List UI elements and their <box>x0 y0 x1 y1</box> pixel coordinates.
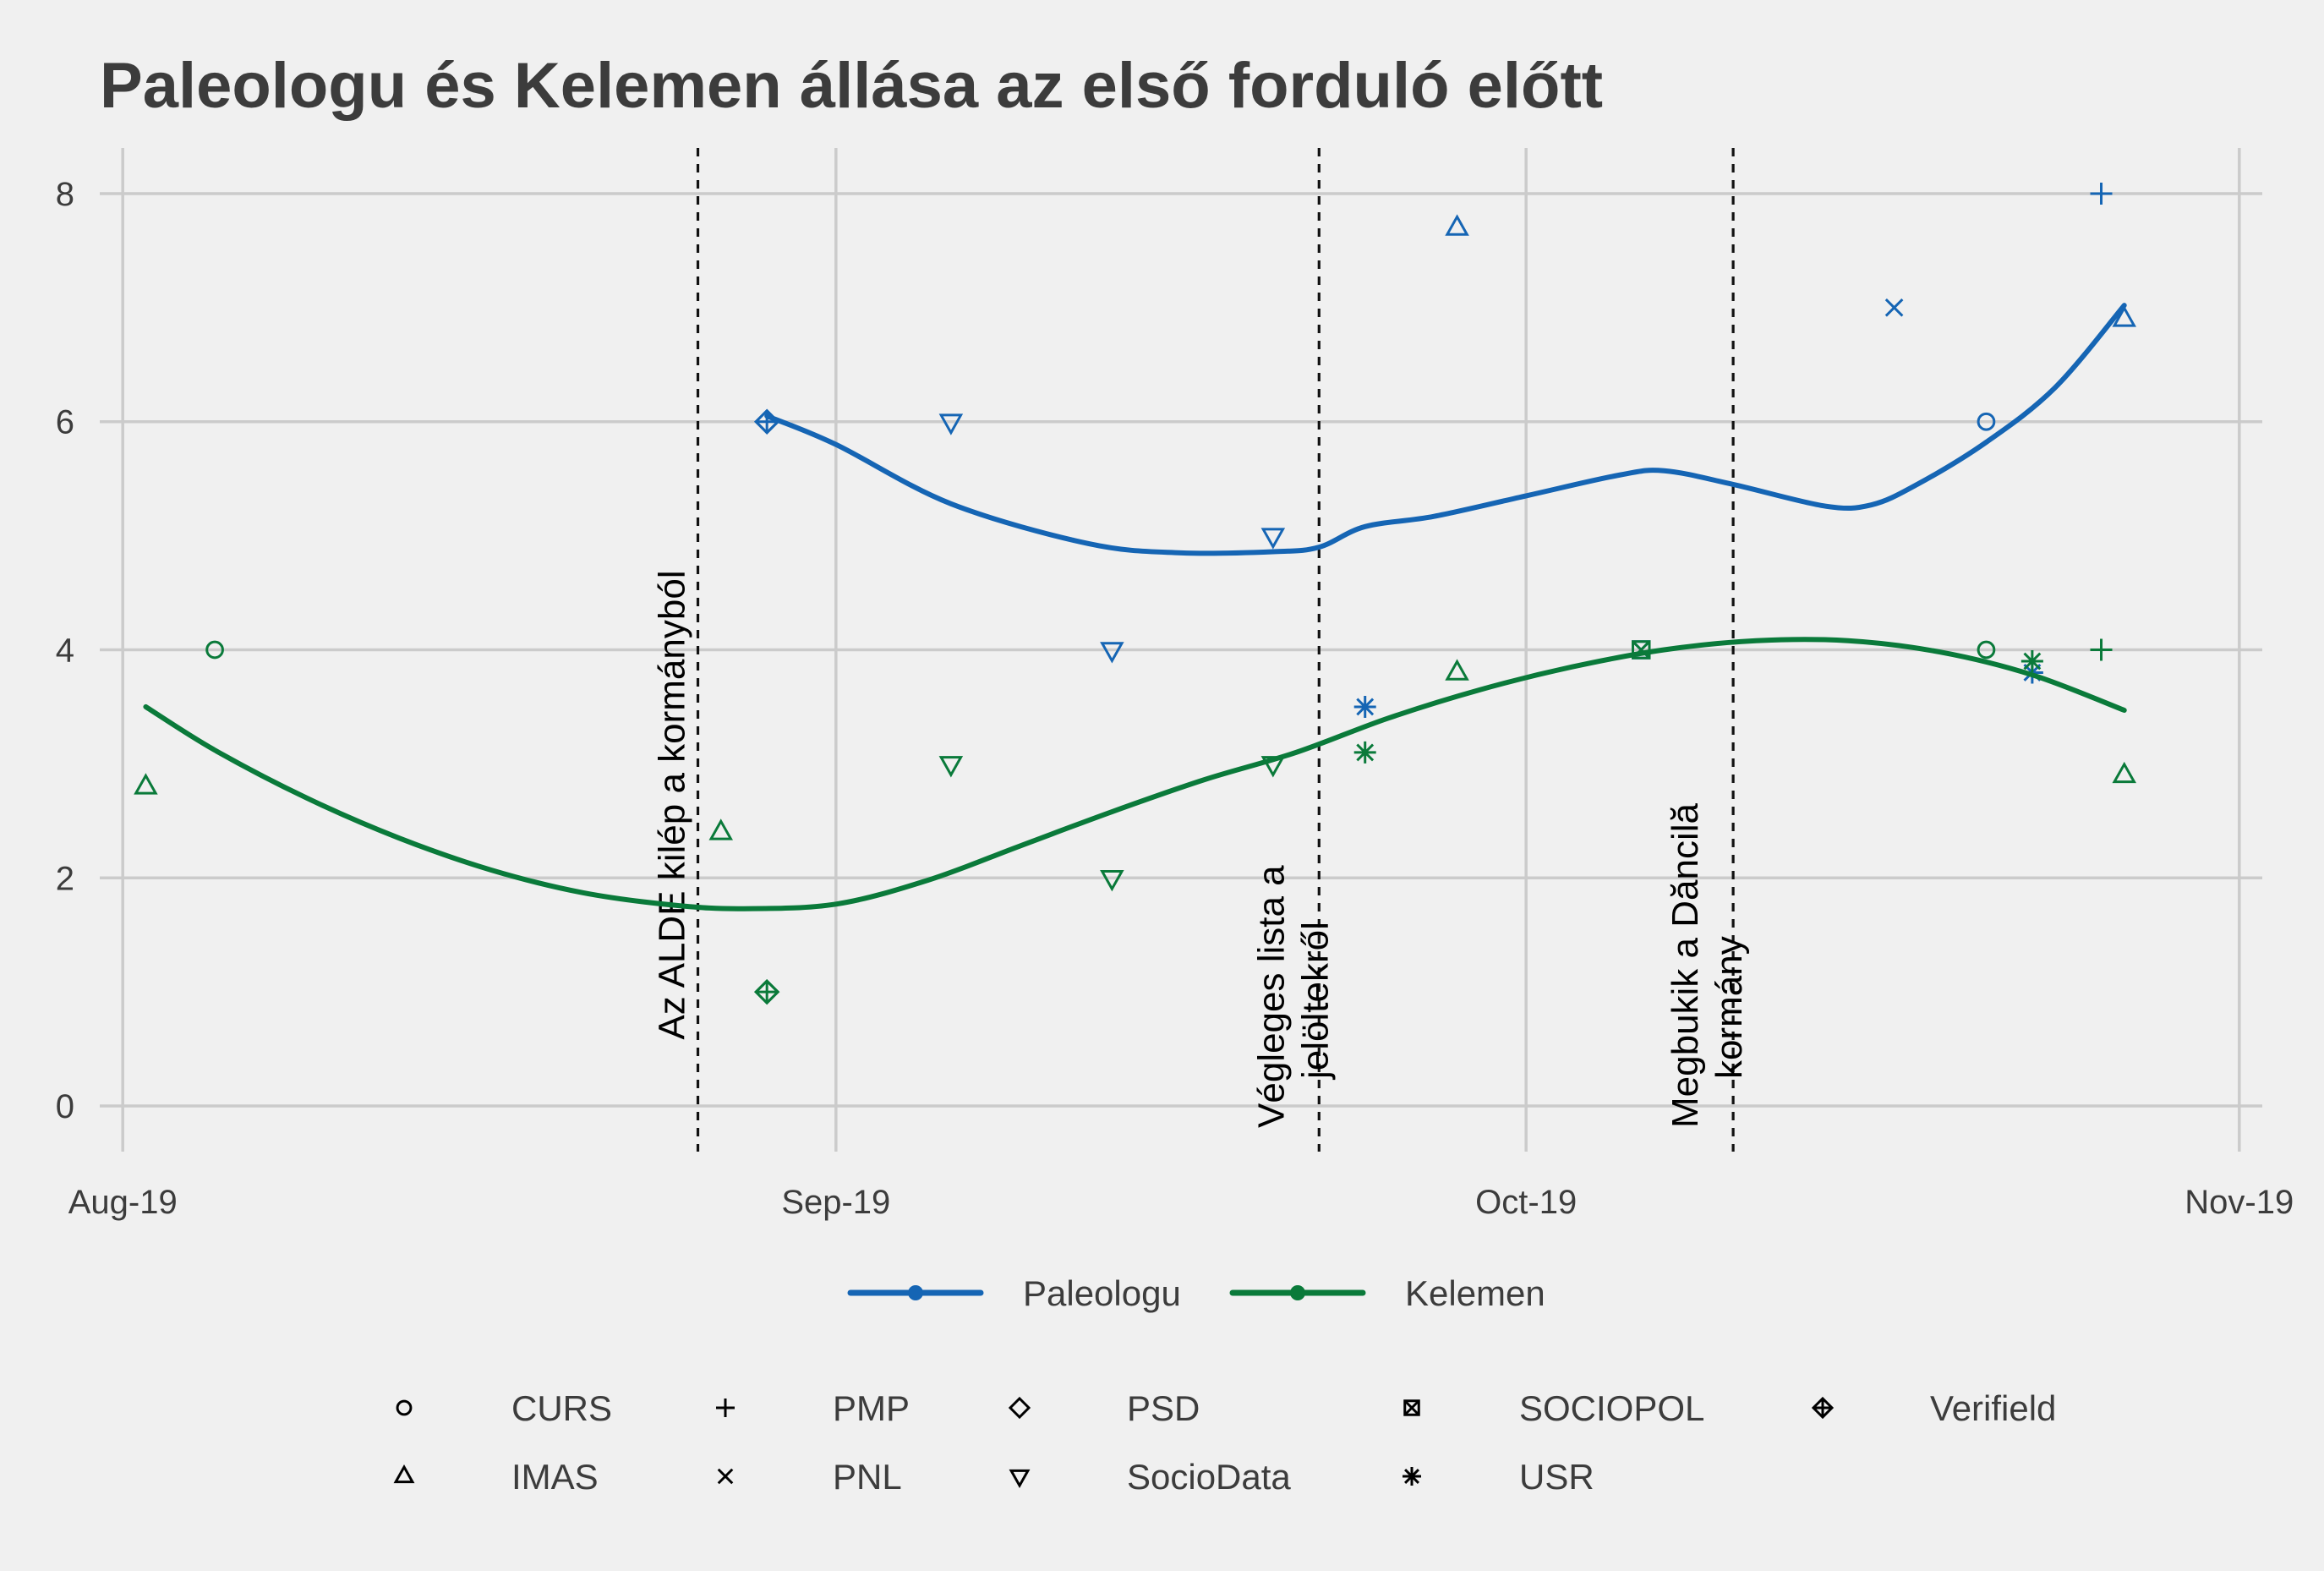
poll-point <box>938 756 964 778</box>
chart-title: Paleologu és Kelemen állása az első ford… <box>100 50 1603 122</box>
poll-point <box>938 413 964 435</box>
legend-key-symbol <box>396 1399 413 1416</box>
x-tick-label: Oct-19 <box>1475 1184 1577 1221</box>
event-label: kormány <box>1709 936 1750 1079</box>
legend-key-symbol <box>1008 1396 1031 1420</box>
poll-point <box>754 408 780 435</box>
poll-point <box>1260 528 1286 550</box>
poll-point <box>1445 214 1469 236</box>
y-tick-label: 4 <box>56 632 74 670</box>
legend-key-symbol <box>1403 1399 1420 1416</box>
y-tick-label: 8 <box>56 176 74 213</box>
poll-point <box>1353 695 1376 718</box>
legend-key-symbol <box>716 1399 735 1417</box>
poll-point <box>1632 640 1651 660</box>
x-tick-label: Nov-19 <box>2185 1184 2294 1221</box>
legend-label: USR <box>1519 1457 1594 1497</box>
poll-point <box>1884 298 1904 317</box>
legend-label: CURS <box>511 1388 612 1428</box>
poll-point <box>1977 640 1996 660</box>
y-tick-label: 6 <box>56 404 74 441</box>
event-markers: Az ALDE kilép a kormányból Végleges lista… <box>652 148 1750 1152</box>
poll-point <box>205 640 224 660</box>
poll-point <box>2090 182 2113 205</box>
event-label: Megbukik a Dăncilă <box>1665 803 1706 1128</box>
legend-label: PMP <box>833 1388 910 1428</box>
legend-key-dot <box>1290 1285 1305 1300</box>
legend-label: IMAS <box>511 1457 599 1497</box>
poll-point <box>754 408 780 435</box>
x-tick-label: Aug-19 <box>68 1184 178 1221</box>
poll-point <box>1260 756 1286 778</box>
poll-point <box>1353 741 1376 764</box>
event-label: jelöltekről <box>1294 922 1336 1081</box>
poll-point <box>1977 412 1996 431</box>
event-label: Az ALDE kilép a kormányból <box>652 570 693 1039</box>
series-kelemen <box>134 637 2136 1005</box>
poll-point <box>1445 659 1469 681</box>
poll-point <box>708 818 734 840</box>
legend-label: Verifield <box>1930 1388 2056 1428</box>
legend-key-symbol <box>1403 1467 1421 1486</box>
poll-point <box>2090 638 2113 661</box>
legend: Paleologu Kelemen CURS PMP PSD SOCIOPOL Verifi… <box>393 1273 2056 1497</box>
legend-label: PSD <box>1127 1388 1200 1428</box>
poll-point <box>2112 761 2136 784</box>
poll-point <box>1100 642 1124 664</box>
y-tick-label: 2 <box>56 860 74 897</box>
trend-line-paleologu <box>764 303 2127 556</box>
poll-point <box>2112 305 2136 327</box>
x-tick-label: Sep-19 <box>781 1184 890 1221</box>
legend-label: Paleologu <box>1023 1273 1181 1313</box>
gridlines: 0 2 4 6 8 Aug-19 Sep-19 Oct-19 Nov-19 <box>56 148 2294 1221</box>
legend-key-dot <box>908 1285 923 1300</box>
legend-label: PNL <box>833 1457 902 1497</box>
y-tick-label: 0 <box>56 1088 74 1125</box>
legend-label: SOCIOPOL <box>1519 1388 1704 1428</box>
legend-key-symbol <box>1009 1469 1031 1489</box>
legend-label: Kelemen <box>1405 1273 1545 1313</box>
legend-key-symbol <box>393 1464 415 1484</box>
poll-point <box>754 979 780 1005</box>
poll-point <box>134 773 158 795</box>
poll-point <box>754 979 780 1005</box>
trend-line-kelemen <box>143 637 2127 911</box>
event-label: Végleges lista a <box>1250 865 1292 1128</box>
poll-point <box>2021 649 2043 672</box>
series-paleologu <box>754 182 2136 718</box>
poll-point <box>1100 869 1124 892</box>
legend-label: SocioData <box>1127 1457 1291 1497</box>
legend-key-symbol <box>1811 1396 1835 1420</box>
legend-key-symbol <box>717 1468 734 1485</box>
